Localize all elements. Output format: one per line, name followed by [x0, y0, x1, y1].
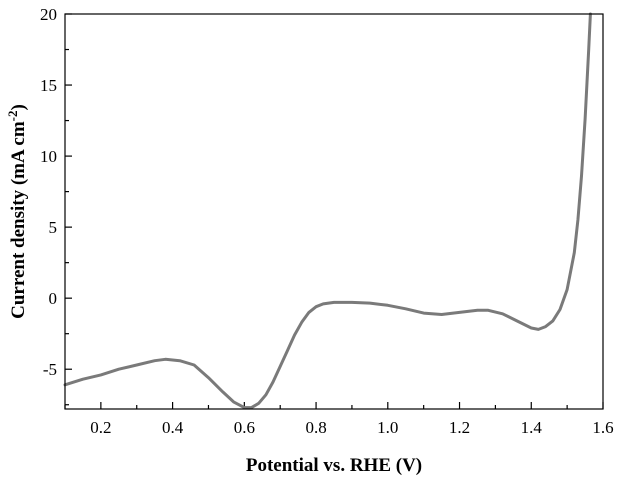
y-tick-label: 5 — [49, 218, 58, 237]
tick-labels-layer: 0.2 0.4 0.6 0.8 1.0 1.2 1.4 1.6 -5 0 5 10 15 20 — [40, 5, 614, 437]
plot-frame — [65, 14, 603, 409]
x-tick-label: 1.2 — [449, 418, 470, 437]
y-axis-title-main: Current density (mA cm — [8, 121, 29, 319]
y-axis-title-sup: -2 — [5, 110, 20, 121]
y-axis-title-close: ) — [8, 104, 29, 110]
y-tick-label: 10 — [40, 147, 57, 166]
x-tick-label: 0.2 — [90, 418, 111, 437]
x-tick-label: 1.4 — [521, 418, 543, 437]
x-tick-label: 0.8 — [305, 418, 326, 437]
y-tick-label: -5 — [43, 360, 57, 379]
y-tick-label: 15 — [40, 76, 57, 95]
current-density-curve — [65, 14, 590, 408]
y-tick-label: 20 — [40, 5, 57, 24]
y-tick-label: 0 — [49, 289, 58, 308]
x-tick-label: 0.6 — [234, 418, 255, 437]
ticks-layer — [65, 14, 603, 409]
x-tick-label: 0.4 — [162, 418, 184, 437]
x-tick-label: 1.0 — [377, 418, 398, 437]
x-tick-label: 1.6 — [592, 418, 613, 437]
x-axis-title: Potential vs. RHE (V) — [246, 455, 422, 476]
y-axis-title: Current density (mA cm-2) — [5, 104, 30, 319]
